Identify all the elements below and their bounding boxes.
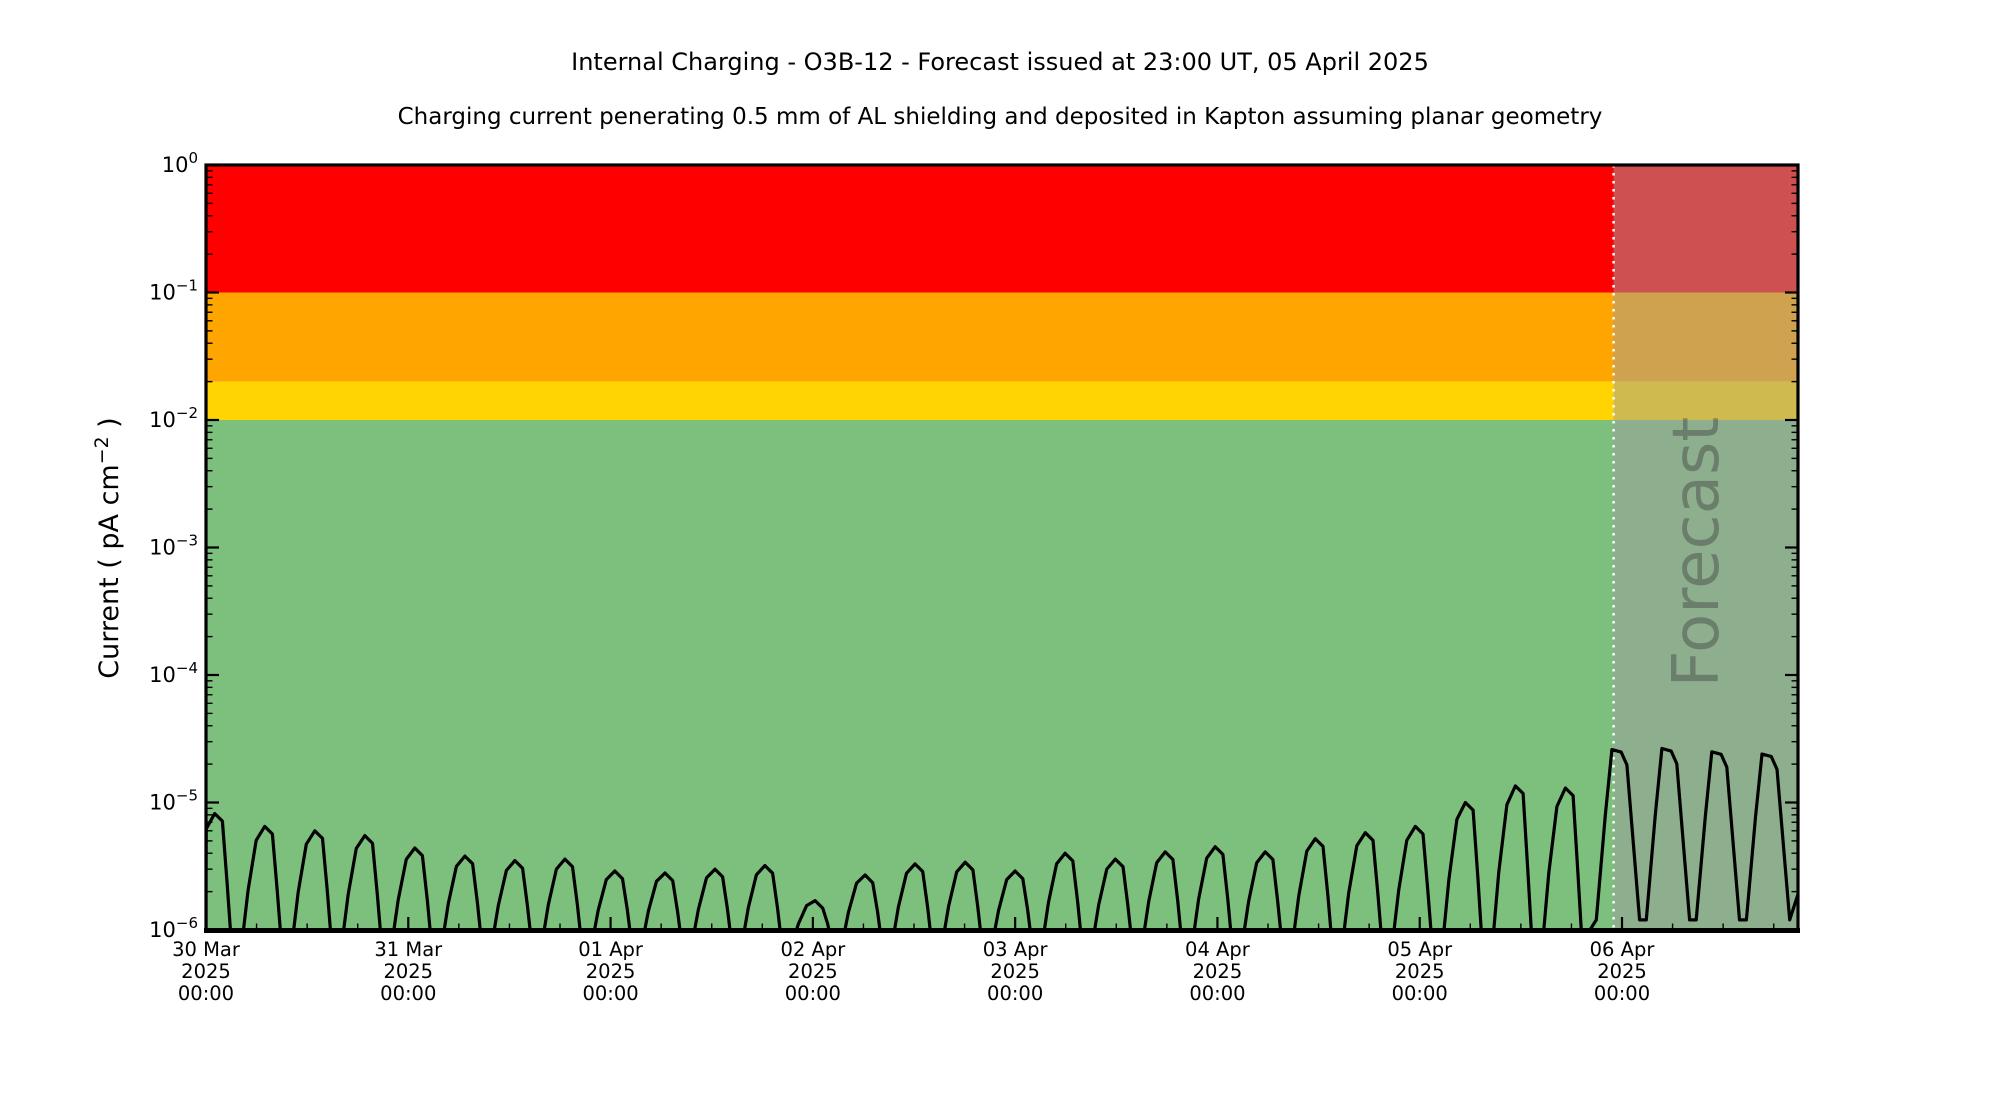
y-tick-label: 10−4: [149, 659, 198, 687]
band-green: [206, 420, 1798, 930]
x-tick-label: 04 Apr 2025 00:00: [1185, 938, 1251, 1005]
y-tick-label: 10−2: [149, 404, 198, 432]
x-tick-label: 06 Apr 2025 00:00: [1590, 938, 1656, 1005]
x-tick-label: 01 Apr 2025 00:00: [578, 938, 644, 1005]
y-tick-label: 10−1: [149, 277, 198, 305]
x-tick-label: 02 Apr 2025 00:00: [780, 938, 846, 1005]
y-tick-label: 10−6: [149, 914, 198, 942]
band-orange: [206, 292, 1798, 382]
chart-title: Internal Charging - O3B-12 - Forecast is…: [571, 48, 1429, 76]
y-tick-label: 10−3: [149, 532, 198, 560]
band-red: [206, 165, 1798, 293]
y-tick-label: 100: [162, 149, 198, 177]
x-tick-label: 03 Apr 2025 00:00: [983, 938, 1049, 1005]
band-yellow: [206, 381, 1798, 420]
data-curve: [206, 746, 1798, 930]
x-tick-label: 05 Apr 2025 00:00: [1387, 938, 1453, 1005]
x-tick-label: 30 Mar 2025 00:00: [172, 938, 241, 1005]
forecast-watermark: Forecast: [1660, 417, 1734, 688]
x-tick-label: 31 Mar 2025 00:00: [374, 938, 443, 1005]
y-tick-label: 10−5: [149, 787, 198, 815]
chart-subtitle: Charging current penerating 0.5 mm of AL…: [397, 104, 1603, 130]
